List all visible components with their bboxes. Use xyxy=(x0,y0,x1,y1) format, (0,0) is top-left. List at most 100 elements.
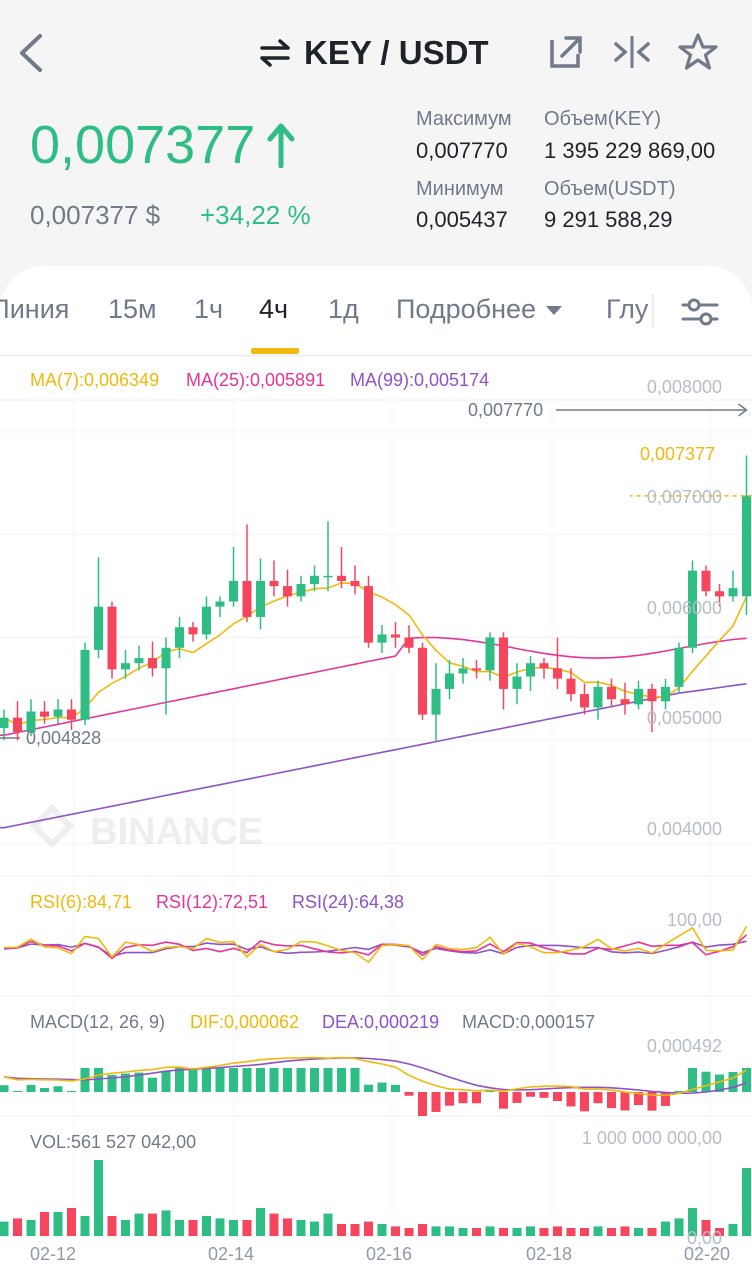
ma99-line xyxy=(0,683,747,829)
volume-bar xyxy=(107,1216,117,1236)
candle-body xyxy=(620,699,630,705)
candle-body xyxy=(701,570,711,592)
macd-histogram-bar xyxy=(215,1068,225,1092)
tab-4h[interactable]: 4ч xyxy=(259,294,289,324)
macd-histogram-bar xyxy=(121,1073,130,1092)
caret-down-icon xyxy=(546,306,563,316)
macd-label: MACD:0,000157 xyxy=(462,1012,596,1032)
candle-body xyxy=(472,668,481,671)
macd-histogram-bar xyxy=(175,1068,184,1092)
volume-bar xyxy=(526,1226,535,1236)
candle-body xyxy=(607,686,616,700)
volume-bar xyxy=(283,1218,292,1236)
candle-body xyxy=(526,663,535,677)
rsi-axis-label: 100,00 xyxy=(666,910,722,930)
macd-histogram-bar xyxy=(26,1084,36,1092)
candle-body xyxy=(296,584,306,597)
volume-bar xyxy=(161,1210,171,1236)
candle-body xyxy=(634,688,643,705)
macd-histogram-bar xyxy=(661,1092,670,1106)
volume-bar xyxy=(404,1228,414,1236)
high-marker-label: 0,007770 xyxy=(468,400,544,420)
high-value: 0,007770 xyxy=(416,138,508,163)
watermark-diamond xyxy=(29,803,75,849)
volume-bar xyxy=(485,1226,495,1236)
candle-body xyxy=(256,580,265,617)
candle-body xyxy=(350,580,360,587)
back-arrow-icon[interactable] xyxy=(14,28,54,78)
tab-depth[interactable]: Глу xyxy=(606,294,649,324)
sliders-settings-icon[interactable] xyxy=(680,294,720,330)
low-label: Минимум xyxy=(416,178,504,200)
volume-bar xyxy=(310,1221,319,1236)
ma25-line xyxy=(0,636,747,737)
candle-body xyxy=(431,688,441,715)
candle-body xyxy=(161,647,171,669)
price-tick: 0,004000 xyxy=(646,819,722,839)
candle-body xyxy=(269,580,279,587)
tab-15m[interactable]: 15м xyxy=(108,294,157,324)
rsi12-line xyxy=(3,934,748,960)
dif-label: DIF:0,000062 xyxy=(190,1012,300,1032)
macd-histogram-bar xyxy=(148,1077,157,1092)
volume-bar xyxy=(188,1220,198,1236)
macd-histogram-bar xyxy=(256,1068,265,1092)
kline-chart[interactable]: BINANCE MA(7):0,006349 MA(25):0,005891 M… xyxy=(0,355,752,1280)
tab-1h[interactable]: 1ч xyxy=(194,294,224,324)
share-icon[interactable] xyxy=(546,32,586,72)
volume-bar xyxy=(553,1226,562,1236)
last-price-usd: 0,007377 $ xyxy=(30,200,161,230)
macd-histogram-bar xyxy=(283,1068,292,1092)
candle-body xyxy=(404,637,414,648)
macd-histogram-bar xyxy=(647,1092,657,1111)
tab-line[interactable]: Линия xyxy=(0,294,70,324)
vol-axis-bottom: 0,00 xyxy=(686,1228,722,1248)
price-tick: 0,007000 xyxy=(646,487,722,507)
chart-svg[interactable]: BINANCE xyxy=(0,355,752,1280)
candle-body xyxy=(53,709,63,717)
candle-body xyxy=(80,649,90,720)
candle-body xyxy=(26,711,36,733)
volume-bar xyxy=(121,1220,130,1236)
macd-histogram-bar xyxy=(620,1092,630,1111)
tab-divider xyxy=(652,294,654,328)
dea-line xyxy=(3,1057,747,1095)
swap-icon xyxy=(260,39,290,67)
star-favorite-icon[interactable] xyxy=(678,32,718,72)
tab-more[interactable]: Подробнее xyxy=(396,294,563,325)
macd-histogram-bar xyxy=(53,1086,63,1092)
macd-histogram-bar xyxy=(674,1091,684,1092)
candle-body xyxy=(188,627,198,635)
macd-histogram-bar xyxy=(728,1072,738,1092)
macd-histogram-bar xyxy=(431,1092,441,1112)
candle-body xyxy=(485,637,495,671)
volume-bar xyxy=(701,1220,711,1236)
macd-histogram-bar xyxy=(161,1070,171,1092)
volume-bar xyxy=(40,1212,49,1236)
candle-body xyxy=(310,575,319,585)
candle-body xyxy=(337,575,346,581)
pair-title[interactable]: KEY / USDT xyxy=(258,30,489,76)
compare-icon[interactable] xyxy=(612,32,652,72)
macd-histogram-bar xyxy=(445,1092,454,1106)
ma7-line xyxy=(3,582,748,726)
candle-body xyxy=(107,606,117,670)
candle-body xyxy=(229,580,238,602)
macd-histogram-bar xyxy=(134,1072,144,1092)
macd-histogram-bar xyxy=(566,1092,576,1107)
volume-bar xyxy=(26,1220,36,1236)
volume-bar xyxy=(742,1168,751,1236)
volume-bar xyxy=(688,1208,697,1236)
volume-bar xyxy=(0,1221,9,1236)
tab-1d[interactable]: 1д xyxy=(328,294,359,324)
change-percent: +34,22 % xyxy=(200,200,311,230)
macd-histogram-bar xyxy=(13,1091,22,1092)
rsi12-label: RSI(12):72,51 xyxy=(156,892,269,912)
macd-histogram-bar xyxy=(107,1074,117,1092)
candle-body xyxy=(323,575,333,578)
volume-bar xyxy=(539,1228,549,1236)
candle-body xyxy=(499,637,508,689)
candle-body xyxy=(647,688,657,702)
macd-histogram-bar xyxy=(553,1092,562,1102)
chart-panel: Линия 15м 1ч 4ч 1д Подробнее Глу xyxy=(0,266,752,1280)
